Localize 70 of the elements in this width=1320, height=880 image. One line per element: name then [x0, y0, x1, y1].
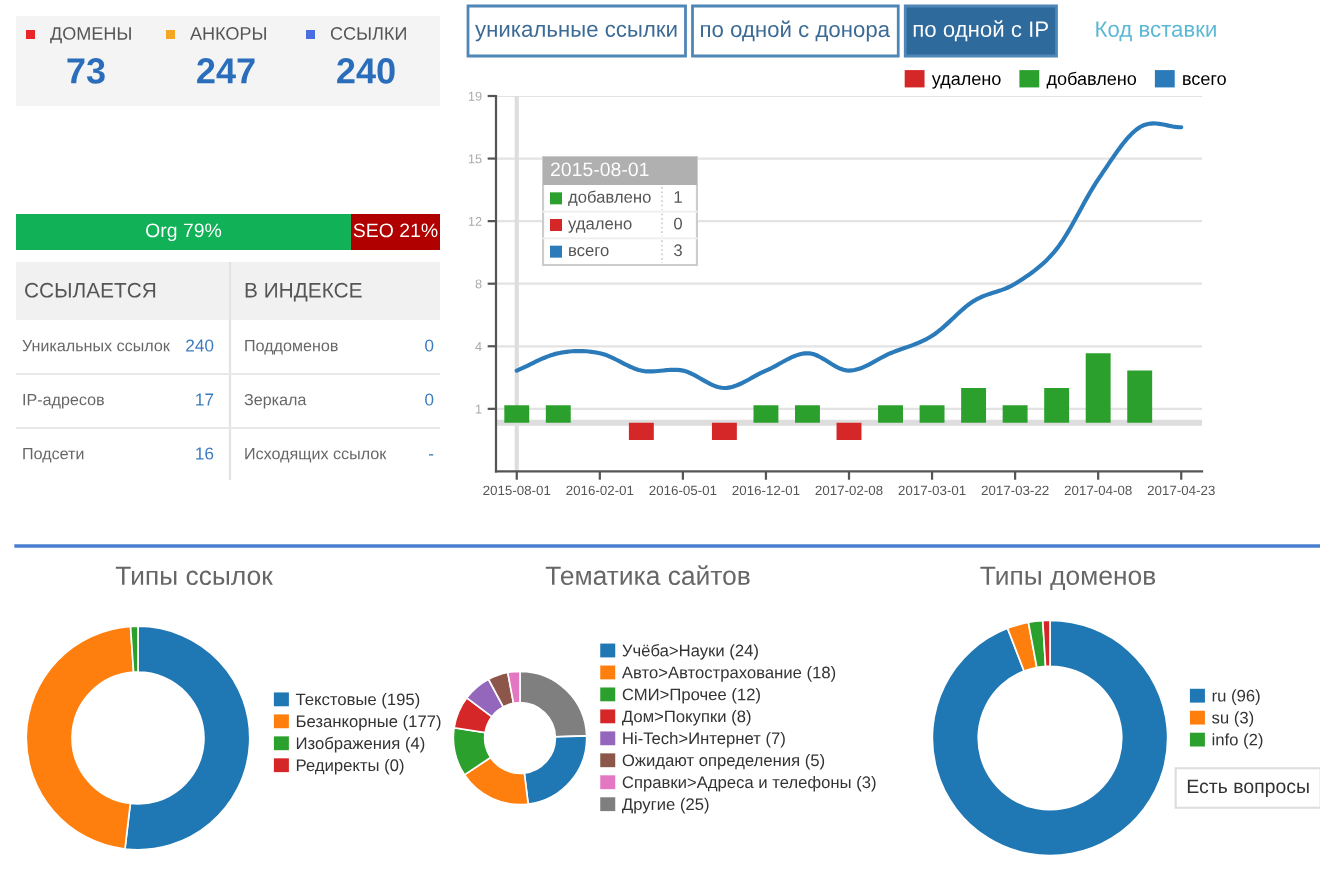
legend-label: su (3)	[1212, 711, 1254, 727]
chart-title: Типы ссылок	[115, 566, 273, 586]
text: 0	[425, 339, 434, 352]
data-label: Org 79%	[146, 223, 222, 242]
bar	[961, 387, 987, 423]
bar	[504, 405, 530, 423]
legend-label: Текстовые (195)	[295, 693, 420, 709]
text: 240	[337, 58, 395, 84]
bar	[919, 405, 945, 423]
chart-title: Типы доменов	[980, 566, 1156, 591]
text: 17	[196, 393, 214, 406]
annotation: добавлено	[568, 190, 651, 206]
text: ССЫЛАЕТСЯ	[25, 282, 156, 298]
legend-label: Учёба>Науки (24)	[622, 644, 758, 660]
text: ССЫЛКИ	[330, 27, 406, 40]
bar	[836, 422, 862, 441]
annotation: 1	[674, 191, 682, 203]
text: Зеркала	[244, 393, 307, 409]
text: В ИНДЕКСЕ	[245, 282, 362, 302]
legend-label: Другие (25)	[622, 797, 709, 814]
annotation: 0	[674, 217, 682, 230]
bar	[628, 422, 654, 441]
annotation: 2015-08-01	[550, 162, 649, 177]
bar	[753, 405, 779, 423]
text: Поддоменов	[245, 340, 338, 355]
annotation: всего	[569, 247, 609, 257]
legend-label: Ожидают определения (5)	[622, 753, 825, 770]
text: 247	[197, 58, 255, 84]
text: уникальные ссылки	[475, 24, 677, 42]
text: IP-адресов	[23, 394, 104, 409]
text: Есть вопросы	[1187, 779, 1309, 798]
legend-label: Изображения (4)	[296, 736, 425, 753]
annotation: 3	[674, 244, 682, 257]
text: -	[429, 454, 434, 456]
text: 16	[196, 447, 214, 460]
text: 0	[425, 393, 434, 406]
legend-label: Безанкорные (177)	[296, 714, 441, 731]
bar	[1044, 387, 1070, 423]
data-label: SEO 21%	[353, 223, 438, 238]
text: по одной с IP	[913, 20, 1048, 42]
bar	[545, 405, 571, 423]
text: АНКОРЫ	[190, 27, 266, 40]
bar	[1127, 370, 1153, 423]
legend-label: СМИ>Прочее (12)	[622, 688, 760, 704]
bar	[711, 422, 737, 441]
text: Код вставки	[1096, 21, 1216, 42]
legend-label: Справки>Адреса и телефоны (3)	[622, 775, 876, 792]
text: 73	[67, 58, 105, 84]
bar	[1085, 353, 1111, 423]
text: ДОМЕНЫ	[50, 27, 131, 44]
legend-label: Дом>Покупки (8)	[622, 710, 751, 726]
bar	[795, 405, 820, 423]
legend-label: Авто>Автострахование (18)	[621, 666, 836, 682]
legend-label: удалено	[931, 75, 1001, 89]
donut-slice	[931, 619, 1169, 857]
text: Подсети	[23, 448, 84, 463]
legend-label: добавлено	[1046, 71, 1137, 89]
legend-label: всего	[1183, 75, 1226, 86]
chart-title: Тематика сайтов	[545, 565, 750, 586]
legend-label: Hi-Tech>Интернет (7)	[623, 731, 785, 748]
bar	[878, 405, 903, 423]
legend-label: ru (96)	[1212, 689, 1260, 705]
text: Исходящих ссылок	[245, 448, 387, 463]
legend-label: info (2)	[1212, 733, 1263, 749]
text: по одной с донора	[701, 20, 891, 42]
legend-label: Редиректы (0)	[296, 758, 404, 775]
text: 240	[186, 339, 214, 352]
text: Уникальных ссылок	[22, 340, 170, 352]
bar	[1002, 405, 1028, 423]
annotation: удалено	[568, 220, 632, 233]
